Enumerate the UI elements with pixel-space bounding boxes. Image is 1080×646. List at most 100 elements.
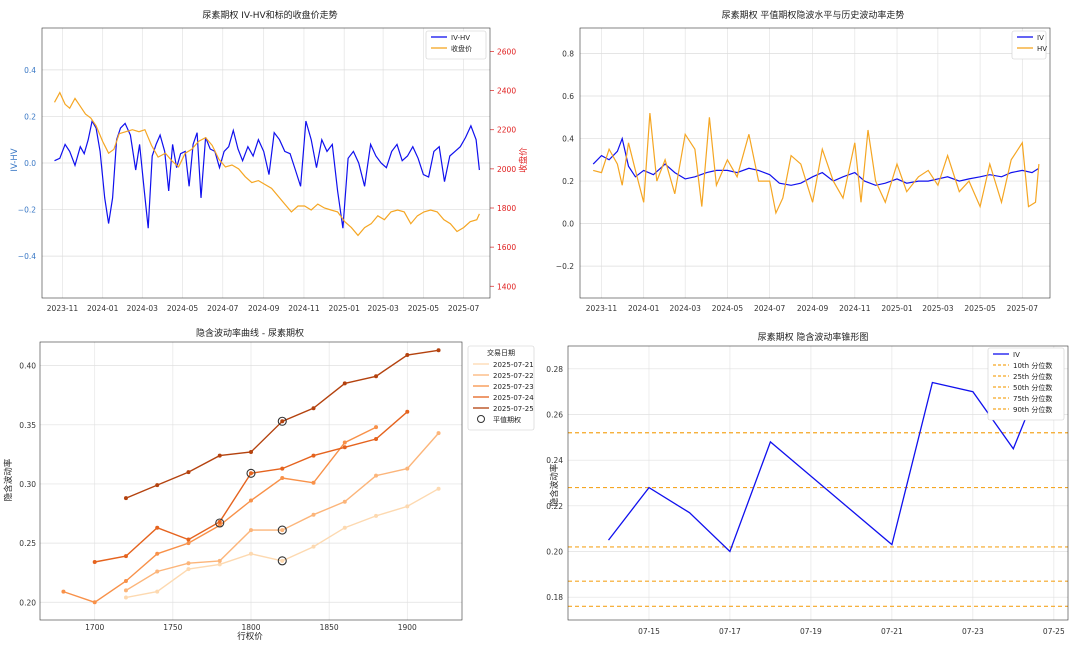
x-tick-label: 2025-01	[329, 304, 361, 313]
y-tick-label: 0.4	[562, 135, 574, 144]
chart-iv-cone: 尿素期权 隐含波动率锥形图 隐含波动率 07-15 07-17 07-19 07-21…	[546, 331, 1069, 636]
series-line-IV	[607, 348, 1055, 553]
legend-title: 交易日期	[487, 348, 515, 357]
data-point	[311, 480, 316, 485]
atm-marker	[215, 518, 225, 528]
y-tick-label: 0.30	[19, 480, 36, 489]
data-point	[123, 496, 128, 501]
atm-marker	[277, 525, 287, 535]
y-tick-label: 0.40	[19, 362, 36, 371]
data-point	[249, 471, 253, 476]
legend-label: 90th 分位数	[1013, 405, 1052, 414]
y-tick-label: 0.35	[19, 421, 36, 430]
data-point	[186, 567, 191, 572]
data-point	[280, 528, 285, 533]
data-point	[186, 561, 191, 566]
data-point	[342, 440, 347, 445]
x-tick-label: 2025-07	[1007, 304, 1039, 313]
data-point	[436, 431, 441, 436]
chart-title: 隐含波动率曲线 - 尿素期权	[196, 327, 304, 339]
y-tick-label: −0.2	[556, 262, 574, 271]
data-point	[186, 541, 191, 546]
series-line-IV	[592, 136, 1040, 186]
data-point	[374, 473, 379, 478]
y-tick-label: 0.26	[546, 411, 563, 420]
chart-title: 尿素期权 IV-HV和标的收盘价走势	[202, 9, 337, 21]
x-tick-label: 07-19	[800, 627, 822, 636]
x-tick-label: 2024-07	[754, 304, 786, 313]
data-point	[155, 483, 160, 488]
y-tick-label: 0.18	[546, 593, 563, 602]
x-tick-label: 2024-05	[712, 304, 744, 313]
y-tick-label: 0.24	[546, 456, 563, 465]
y-tick-label: 0.22	[546, 502, 563, 511]
x-tick-label: 2025-05	[964, 304, 996, 313]
plot-frame	[39, 341, 463, 621]
x-tick-label: 2024-07	[207, 304, 239, 313]
x-tick-label: 1750	[163, 623, 182, 632]
x-tick-label: 07-17	[719, 627, 741, 636]
series-line-IV-HV	[54, 119, 480, 229]
x-tick-label: 2024-11	[288, 304, 320, 313]
data-point	[186, 470, 191, 475]
data-point	[123, 578, 128, 583]
x-tick-label: 07-15	[638, 627, 660, 636]
series-line-收盘价	[53, 91, 480, 237]
data-point	[342, 445, 347, 450]
y2-tick-label: 1800	[497, 204, 516, 213]
x-tick-label: 1800	[241, 623, 260, 632]
legend-label: IV	[1013, 351, 1020, 359]
x-axis-label: 行权价	[237, 631, 263, 642]
legend-label: 25th 分位数	[1013, 372, 1052, 381]
x-tick-label: 2024-09	[248, 304, 280, 313]
legend-marker	[477, 415, 485, 423]
data-point	[280, 466, 285, 471]
plot-frame	[579, 27, 1051, 299]
y-tick-label: 0.2	[24, 112, 36, 121]
data-point	[123, 554, 128, 559]
y2-tick-label: 2200	[497, 126, 516, 135]
y-tick-label: 0.0	[24, 159, 36, 168]
plot-frame	[567, 345, 1069, 621]
data-point	[342, 499, 347, 504]
legend-label: 平值期权	[493, 415, 521, 424]
data-point	[249, 450, 253, 455]
data-point	[155, 569, 160, 574]
data-point	[374, 425, 379, 430]
data-point	[405, 504, 410, 509]
data-point	[436, 348, 441, 353]
y-tick-label: 0.8	[562, 50, 574, 59]
x-tick-label: 2025-05	[408, 304, 440, 313]
data-point	[374, 513, 379, 518]
x-tick-label: 1900	[398, 623, 417, 632]
legend-label: 10th 分位数	[1013, 361, 1052, 370]
y-tick-label: 0.2	[562, 177, 574, 186]
data-point	[155, 589, 160, 594]
legend-box	[467, 345, 535, 431]
y-tick-label: −0.2	[18, 206, 36, 215]
chart-title: 尿素期权 平值期权隐波水平与历史波动率走势	[722, 9, 905, 21]
y-tick-label: −0.4	[18, 252, 36, 261]
y-tick-label: 0.28	[546, 365, 563, 374]
y-tick-label: 0.20	[546, 548, 563, 557]
x-tick-label: 2024-03	[670, 304, 702, 313]
y2-tick-label: 2600	[497, 47, 516, 56]
y2-axis-label: 收盘价	[518, 147, 529, 173]
x-tick-label: 2025-01	[881, 304, 913, 313]
y-axis-label: 隐含波动率	[549, 463, 560, 506]
atm-marker	[246, 468, 256, 478]
legend-label: IV-HV	[451, 34, 470, 42]
data-point	[405, 353, 410, 358]
data-point	[249, 528, 253, 533]
data-point	[217, 562, 222, 567]
x-tick-label: 2025-03	[922, 304, 954, 313]
data-point	[155, 551, 160, 556]
data-point	[249, 498, 253, 503]
x-tick-label: 07-23	[962, 627, 984, 636]
data-point	[186, 537, 191, 542]
legend-label: 50th 分位数	[1013, 383, 1052, 392]
atm-marker	[277, 416, 287, 426]
x-tick-label: 2023-11	[47, 304, 79, 313]
data-point	[311, 406, 316, 411]
